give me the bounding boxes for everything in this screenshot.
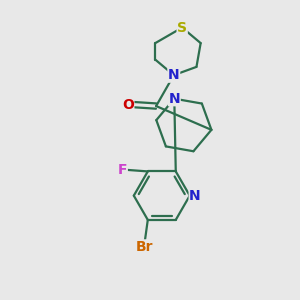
Text: N: N: [168, 68, 180, 82]
Text: N: N: [189, 189, 201, 202]
Text: N: N: [169, 92, 180, 106]
Text: S: S: [177, 21, 187, 34]
Text: F: F: [118, 163, 127, 177]
Text: Br: Br: [136, 240, 154, 254]
Text: O: O: [122, 98, 134, 112]
